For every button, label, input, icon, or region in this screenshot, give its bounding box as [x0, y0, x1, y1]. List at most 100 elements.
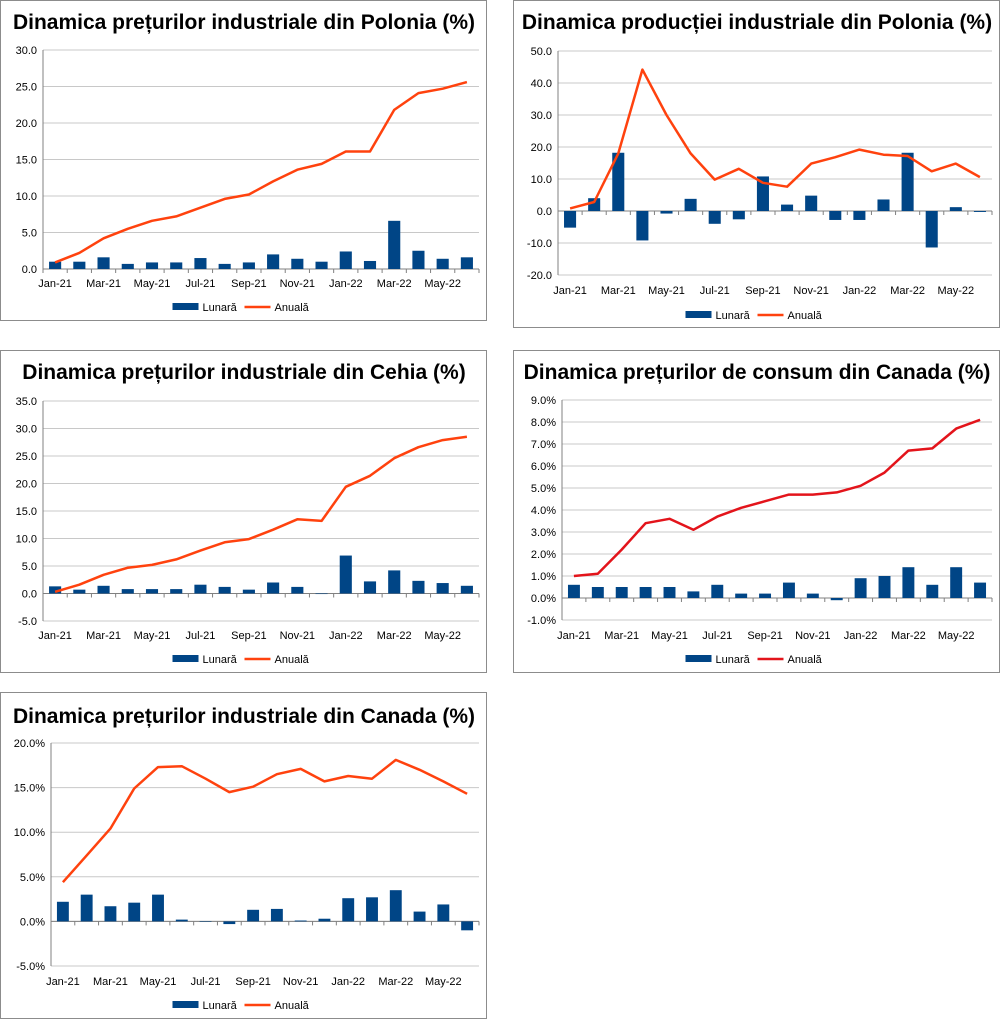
- bar-monthly: [170, 262, 183, 269]
- x-tick-label: Mar-21: [601, 285, 636, 297]
- x-tick-label: May-22: [937, 285, 974, 297]
- bar-monthly: [315, 593, 328, 595]
- bar-monthly: [412, 250, 425, 269]
- bar-monthly: [97, 585, 110, 594]
- chart-title: Dinamica prețurilor industriale din Cana…: [13, 705, 475, 728]
- bar-monthly: [339, 251, 352, 269]
- bar-monthly: [291, 258, 304, 269]
- x-tick-label: Nov-21: [283, 976, 318, 988]
- legend-label-annual: Anuală: [275, 1000, 310, 1012]
- bar-monthly: [756, 176, 769, 211]
- chart-ca-ppi-svg: Dinamica prețurilor industriale din Cana…: [13, 705, 480, 1012]
- bar-monthly: [412, 580, 425, 594]
- x-tick-label: Sep-21: [747, 630, 782, 642]
- x-tick-label: May-22: [424, 278, 461, 290]
- x-tick-label: Sep-21: [235, 976, 270, 988]
- x-tick-label: Nov-21: [280, 278, 315, 290]
- y-tick-label: 10.0%: [14, 827, 45, 839]
- bar-monthly: [853, 211, 866, 220]
- bar-monthly: [223, 921, 236, 925]
- y-tick-label: 6.0%: [531, 461, 556, 473]
- x-tick-label: Mar-22: [377, 630, 412, 642]
- bar-monthly: [663, 587, 676, 598]
- x-tick-label: Jan-21: [557, 630, 591, 642]
- bar-monthly: [639, 587, 652, 598]
- y-tick-label: -5.0: [18, 616, 37, 628]
- x-tick-label: Nov-21: [793, 285, 828, 297]
- bar-monthly: [175, 919, 188, 922]
- y-tick-label: 25.0: [16, 451, 37, 463]
- x-tick-label: Sep-21: [745, 285, 780, 297]
- bar-monthly: [735, 593, 748, 598]
- bar-monthly: [270, 908, 283, 922]
- bar-monthly: [460, 585, 473, 594]
- x-tick-label: Sep-21: [231, 630, 266, 642]
- x-tick-label: Mar-21: [93, 976, 128, 988]
- bar-monthly: [461, 921, 474, 931]
- bar-monthly: [437, 904, 450, 922]
- x-tick-label: Jul-21: [185, 278, 215, 290]
- x-tick-label: May-21: [648, 285, 685, 297]
- bar-monthly: [73, 261, 86, 269]
- legend-swatch-monthly: [685, 311, 712, 318]
- legend-label-annual: Anuală: [788, 654, 823, 666]
- x-tick-label: Jul-21: [191, 976, 221, 988]
- chart-title: Dinamica prețurilor industriale din Cehi…: [22, 361, 465, 384]
- bar-monthly: [687, 591, 700, 598]
- bar-monthly: [56, 901, 69, 922]
- line-annual: [54, 80, 468, 264]
- y-tick-label: 0.0%: [20, 916, 45, 928]
- x-tick-label: Jan-22: [843, 285, 877, 297]
- legend-label-annual: Anuală: [275, 302, 310, 314]
- legend-label-monthly: Lunară: [716, 654, 751, 666]
- x-tick-label: Mar-22: [891, 630, 926, 642]
- bar-monthly: [781, 204, 794, 211]
- y-tick-label: 20.0: [16, 479, 37, 491]
- bar-monthly: [294, 920, 307, 922]
- bar-monthly: [152, 894, 164, 922]
- x-tick-label: Jan-22: [844, 630, 878, 642]
- bar-monthly: [199, 921, 212, 922]
- bar-monthly: [318, 918, 331, 922]
- x-tick-label: Nov-21: [795, 630, 830, 642]
- bar-monthly: [145, 262, 159, 269]
- line-annual: [573, 418, 981, 578]
- bar-monthly: [194, 584, 207, 594]
- bar-monthly: [145, 589, 159, 594]
- y-tick-label: 30.0: [531, 110, 552, 122]
- legend-label-monthly: Lunară: [203, 1000, 238, 1012]
- y-tick-label: 15.0: [16, 155, 37, 167]
- y-tick-label: 25.0: [16, 82, 37, 94]
- y-tick-label: 5.0%: [531, 483, 556, 495]
- legend-swatch-monthly: [172, 303, 199, 310]
- x-tick-label: Jul-21: [702, 630, 732, 642]
- x-tick-label: Jan-22: [329, 630, 363, 642]
- bar-monthly: [660, 211, 673, 214]
- bar-monthly: [80, 894, 93, 922]
- bar-monthly: [363, 581, 377, 594]
- x-tick-label: May-21: [651, 630, 688, 642]
- legend-swatch-monthly: [685, 655, 712, 662]
- bar-monthly: [242, 262, 255, 269]
- bar-monthly: [267, 254, 280, 269]
- bar-monthly: [926, 584, 939, 598]
- x-tick-label: Nov-21: [280, 630, 315, 642]
- bar-monthly: [128, 902, 141, 922]
- x-tick-label: May-22: [938, 630, 975, 642]
- bar-monthly: [949, 207, 962, 211]
- bar-monthly: [732, 211, 745, 220]
- chart-ca-cpi-svg: Dinamica prețurilor de consum din Canada…: [524, 361, 993, 666]
- chart-panel-ca-ppi: Dinamica prețurilor industriale din Cana…: [0, 692, 487, 1019]
- y-tick-label: 0.0: [537, 206, 552, 218]
- bar-monthly: [218, 263, 231, 269]
- bar-monthly: [97, 257, 110, 269]
- y-tick-label: 5.0: [22, 228, 37, 240]
- bar-monthly: [413, 911, 426, 922]
- bar-monthly: [567, 584, 580, 598]
- y-tick-label: 35.0: [16, 396, 37, 408]
- y-tick-label: 0.0%: [531, 593, 556, 605]
- bar-monthly: [759, 593, 772, 598]
- y-tick-label: 30.0: [16, 424, 37, 436]
- bar-monthly: [121, 589, 134, 594]
- bar-monthly: [950, 567, 963, 598]
